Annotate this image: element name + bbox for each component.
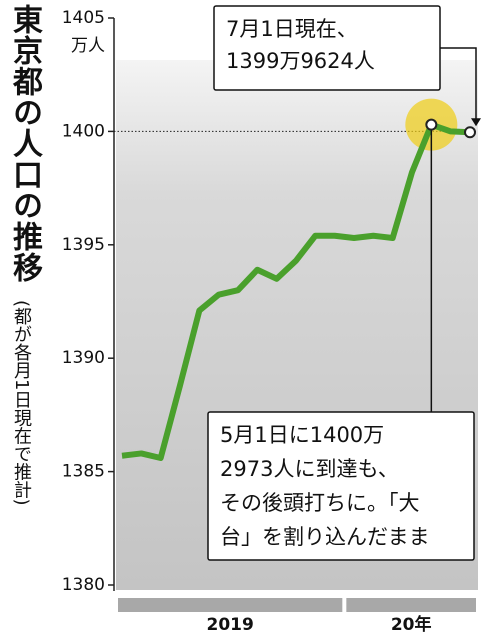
plot: 1380 1385 1390 1395 1400 1405 万人 2019 20年 7月1日現在、… xyxy=(62,5,481,635)
x-group-label: 20年 xyxy=(391,614,432,635)
x-group-band xyxy=(346,598,476,612)
annotation-text: 5月1日に1400万 xyxy=(220,423,384,447)
y-tick-label: 1385 xyxy=(62,462,105,482)
y-unit: 万人 xyxy=(71,36,105,56)
callout-arrow xyxy=(440,47,477,123)
x-group-label: 2019 xyxy=(207,615,254,635)
annotated-point xyxy=(464,126,476,139)
chart-subtitle: (都が各月1日現在で推計) xyxy=(11,300,32,506)
annotation-box xyxy=(207,411,475,561)
annotation-text: その後頭打ちに。「大 xyxy=(220,491,420,515)
arrow-head xyxy=(471,118,481,127)
line xyxy=(121,121,471,461)
annotation-text: 2973人に到達も、 xyxy=(220,457,399,481)
y-tick-label: 1400 xyxy=(62,121,105,141)
y-tick-label: 1380 xyxy=(62,575,105,595)
x-group-band xyxy=(118,598,343,612)
annotated-point xyxy=(425,118,438,131)
annotation-text: 台」を割り込んだまま xyxy=(220,525,430,549)
annotation-text: 1399万9624人 xyxy=(226,49,375,73)
y-tick-label: 1395 xyxy=(62,235,105,255)
y-tick-label: 1405 xyxy=(62,8,105,28)
y-tick-label: 1390 xyxy=(62,348,105,368)
annotation-text: 7月1日現在、 xyxy=(226,17,358,41)
annotation-box xyxy=(213,5,441,91)
chart-title: 東京都の人口の推移 xyxy=(7,4,42,283)
